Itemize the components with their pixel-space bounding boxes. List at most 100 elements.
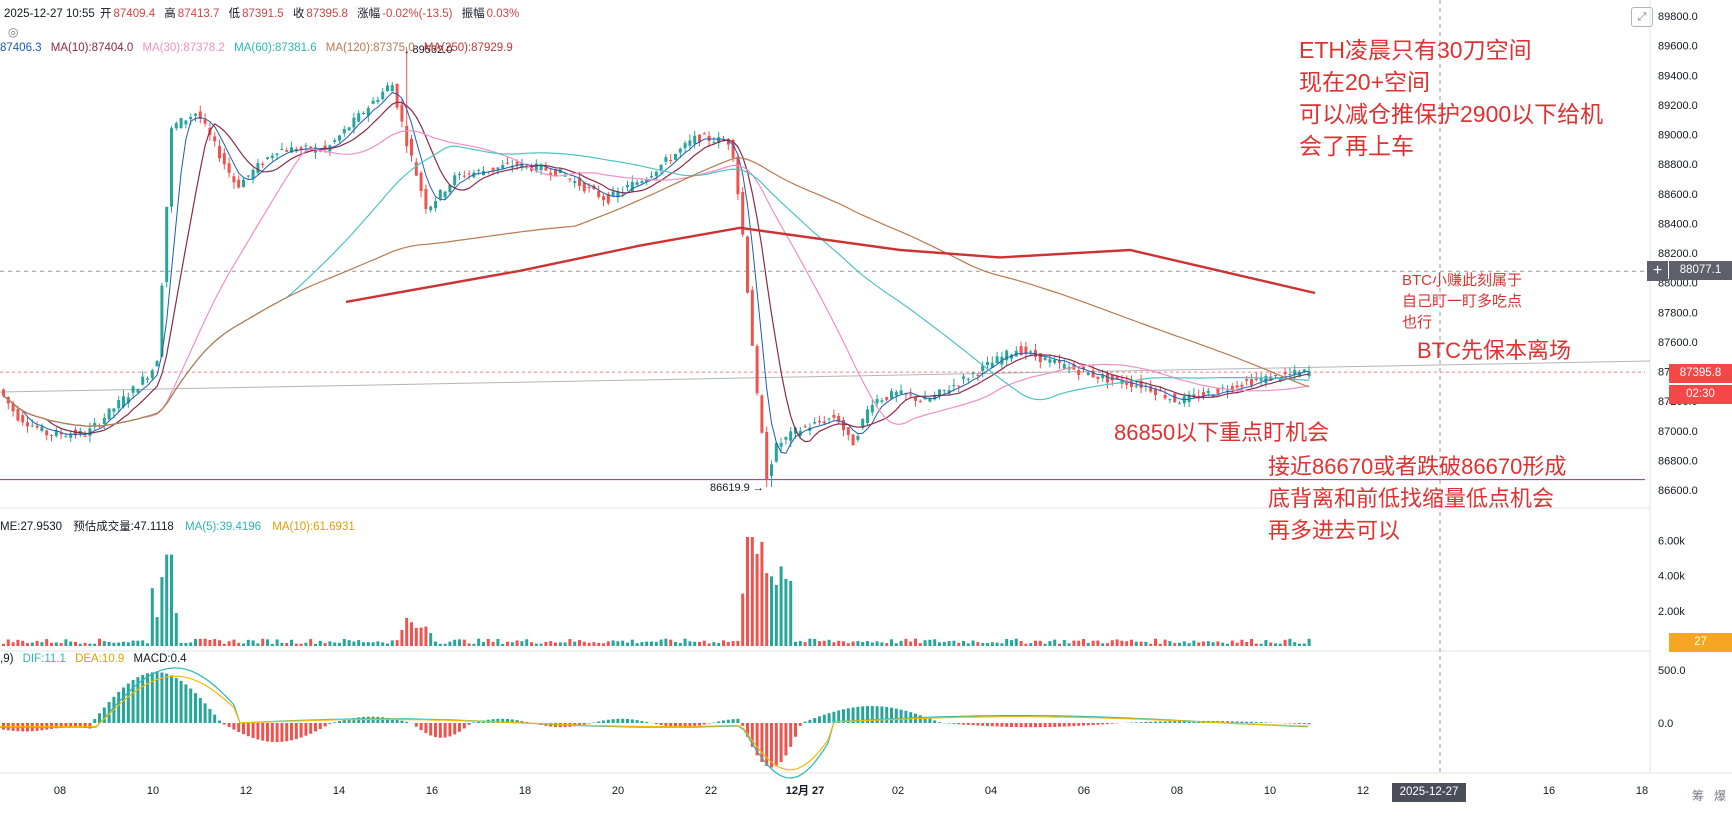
candle-body bbox=[50, 435, 53, 436]
volume-bar bbox=[1188, 643, 1191, 646]
volume-bar bbox=[16, 640, 19, 646]
volume-bar bbox=[583, 642, 586, 646]
macd-bar bbox=[1298, 723, 1301, 724]
macd-bar bbox=[904, 711, 907, 723]
macd-bar bbox=[1034, 723, 1037, 727]
macd-bar bbox=[405, 722, 408, 723]
macd-bar bbox=[1087, 723, 1090, 725]
chip-distribution-button[interactable]: 筹 bbox=[1692, 787, 1704, 804]
volume-bar bbox=[976, 642, 979, 646]
macd-bar bbox=[453, 723, 456, 734]
liquidation-button[interactable]: 爆 bbox=[1714, 787, 1726, 804]
volume-bar bbox=[1173, 643, 1176, 646]
low-marker: 86619.9 → bbox=[710, 482, 764, 494]
macd-bar bbox=[256, 723, 259, 739]
volume-bar bbox=[645, 642, 648, 646]
volume-bar bbox=[271, 644, 274, 646]
volume-bar bbox=[746, 537, 749, 646]
add-alert-plus-icon[interactable]: + bbox=[1647, 261, 1668, 281]
candle-body bbox=[1207, 391, 1210, 393]
candle-body bbox=[823, 422, 826, 424]
volume-bar bbox=[69, 642, 72, 646]
volume-bar bbox=[180, 643, 183, 646]
macd-bar bbox=[232, 723, 235, 730]
volume-bar bbox=[1245, 642, 1248, 646]
fullscreen-icon[interactable]: ⤢ bbox=[1631, 7, 1653, 27]
ma250-line bbox=[346, 228, 1315, 302]
volume-bar bbox=[588, 643, 591, 646]
volume-bar bbox=[722, 640, 725, 646]
volume-bar bbox=[1068, 643, 1071, 646]
volume-bar bbox=[808, 639, 811, 646]
ma120-legend: MA(120):87375.0 bbox=[326, 42, 415, 54]
volume-bar bbox=[732, 641, 735, 646]
volume-bar bbox=[141, 640, 144, 646]
volume-bar bbox=[679, 643, 682, 646]
volume-bar bbox=[1226, 644, 1229, 646]
candle-body bbox=[1048, 359, 1051, 363]
macd-bar bbox=[1072, 723, 1075, 726]
candle-body bbox=[184, 120, 187, 124]
volume-bar bbox=[1269, 643, 1272, 646]
candle-body bbox=[146, 378, 149, 379]
candle-body bbox=[626, 185, 629, 187]
macd-bar bbox=[1135, 722, 1138, 723]
macd-bar bbox=[818, 716, 821, 723]
volume-bar bbox=[972, 640, 975, 646]
candle-body bbox=[631, 182, 634, 191]
candle-body bbox=[391, 85, 394, 91]
macd-bar bbox=[895, 709, 898, 723]
volume-bar bbox=[904, 639, 907, 646]
volume-bar bbox=[1116, 639, 1119, 646]
volume-bar bbox=[1255, 644, 1258, 646]
macd-bar bbox=[1173, 721, 1176, 723]
volume-bar bbox=[156, 617, 159, 646]
macd-bar bbox=[1029, 723, 1032, 727]
candle-body bbox=[890, 391, 893, 399]
volume-bar bbox=[1260, 644, 1263, 646]
volume-bar bbox=[352, 642, 355, 646]
macd-bar bbox=[304, 723, 307, 736]
macd-bar bbox=[439, 723, 442, 738]
macd-bar bbox=[343, 720, 346, 723]
visibility-eye-icon[interactable]: ◎ bbox=[8, 25, 18, 39]
candle-body bbox=[895, 392, 898, 396]
volume-legend: ME:27.9530 预估成交量:47.1118 MA(5):39.4196 M… bbox=[0, 518, 363, 534]
candle-body bbox=[31, 426, 34, 427]
macd-bar bbox=[1082, 723, 1085, 726]
macd-bar bbox=[813, 718, 816, 723]
macd-bar bbox=[597, 721, 600, 723]
macd-bar bbox=[1039, 723, 1042, 727]
volume-bar bbox=[842, 641, 845, 646]
macd-bar bbox=[1250, 722, 1253, 723]
volume-bar bbox=[1048, 641, 1051, 646]
volume-bar bbox=[21, 641, 24, 646]
volume-bar bbox=[170, 555, 173, 646]
time-tick-label: 04 bbox=[985, 785, 997, 797]
volume-bar bbox=[1140, 642, 1143, 646]
time-tick-label: 14 bbox=[333, 785, 345, 797]
volume-bar bbox=[1029, 643, 1032, 646]
macd-bar bbox=[1164, 721, 1167, 723]
volume-bar bbox=[1231, 641, 1234, 646]
candle-body bbox=[583, 183, 586, 192]
candle-body bbox=[434, 201, 437, 208]
candle-body bbox=[444, 192, 447, 198]
volume-bar bbox=[511, 642, 514, 646]
volume-bar bbox=[482, 642, 485, 646]
macd-bar bbox=[170, 675, 173, 723]
candle-body bbox=[1216, 388, 1219, 393]
volume-bar bbox=[607, 641, 610, 646]
macd-bar bbox=[328, 723, 331, 724]
volume-bar bbox=[770, 576, 773, 646]
candle-body bbox=[832, 415, 835, 418]
volume-bar bbox=[655, 642, 658, 646]
time-tick-label: 18 bbox=[1636, 785, 1648, 797]
volume-bar bbox=[1216, 641, 1219, 646]
volume-bar bbox=[1082, 639, 1085, 646]
macd-bar bbox=[1092, 723, 1095, 725]
candle-body bbox=[789, 431, 792, 440]
volume-bar bbox=[112, 643, 115, 646]
time-tick-label: 08 bbox=[1171, 785, 1183, 797]
volume-bar bbox=[1034, 641, 1037, 646]
